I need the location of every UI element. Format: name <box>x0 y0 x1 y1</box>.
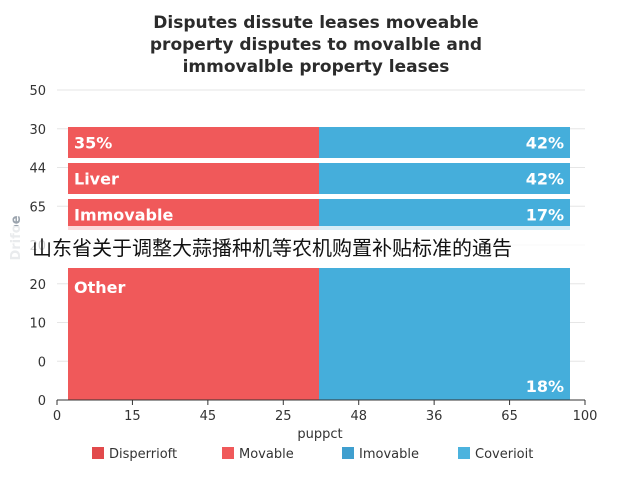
x-axis-ticks: 0 15 45 25 48 36 65 100 <box>53 400 598 424</box>
x-tick-label: 25 <box>275 409 292 424</box>
bar-segment-right <box>319 268 570 400</box>
caption-text: 山东省关于调整大蒜播种机等农机购置补贴标准的通告 <box>32 235 512 260</box>
bar-label-right: 17% <box>526 206 564 225</box>
legend-label: Disperrioft <box>109 447 177 462</box>
legend-swatch <box>222 447 234 459</box>
chart-title-line: Disputes dissute leases moveable <box>153 13 478 33</box>
y-tick-label: 50 <box>29 84 46 99</box>
caption-overlay: 山东省关于调整大蒜播种机等农机购置补贴标准的通告 <box>0 226 640 266</box>
y-tick-label: 0 <box>38 394 46 409</box>
bar-label-right: 42% <box>526 134 564 153</box>
y-tick-label: 44 <box>29 162 46 177</box>
bars: 35% 42% Liver 42% Immovable 17% Other 18% <box>68 127 570 400</box>
y-tick-label: 20 <box>29 278 46 293</box>
bar-label-left: Liver <box>74 170 119 189</box>
legend-label: Movable <box>239 447 294 462</box>
x-tick-label: 0 <box>53 409 61 424</box>
legend-swatch <box>92 447 104 459</box>
bar-label-right: 18% <box>526 377 564 396</box>
legend: Disperrioft Movable Imovable Coverioit <box>92 447 533 462</box>
y-tick-label: 30 <box>29 123 46 138</box>
legend-swatch <box>458 447 470 459</box>
bar-segment-left <box>68 163 319 194</box>
bar-segment-left <box>68 199 319 230</box>
y-tick-label: 0 <box>38 355 46 370</box>
bar-segment-left <box>68 268 319 400</box>
legend-label: Coverioit <box>475 447 533 462</box>
bar-label-right: 42% <box>526 170 564 189</box>
chart-title-line: immovalble property leases <box>183 57 450 77</box>
x-tick-label: 65 <box>501 409 518 424</box>
bar-label-left: Immovable <box>74 206 173 225</box>
bar-segment-left <box>68 127 319 158</box>
legend-label: Imovable <box>359 447 419 462</box>
bar-segment-right <box>319 163 570 194</box>
y-tick-label: 10 <box>29 317 46 332</box>
x-tick-label: 36 <box>426 409 443 424</box>
chart-title: Disputes dissute leases moveable propert… <box>150 13 482 77</box>
x-tick-label: 15 <box>124 409 141 424</box>
legend-swatch <box>342 447 354 459</box>
x-tick-label: 48 <box>350 409 367 424</box>
x-axis-label: puppct <box>297 427 342 442</box>
y-tick-label: 65 <box>29 200 46 215</box>
bar-segment-right <box>319 127 570 158</box>
chart-title-line: property disputes to movalble and <box>150 35 482 55</box>
bar-segment-right <box>319 199 570 230</box>
bar-label-left: 35% <box>74 134 112 153</box>
bar-label-left: Other <box>74 278 125 297</box>
x-tick-label: 100 <box>573 409 598 424</box>
x-tick-label: 45 <box>200 409 217 424</box>
